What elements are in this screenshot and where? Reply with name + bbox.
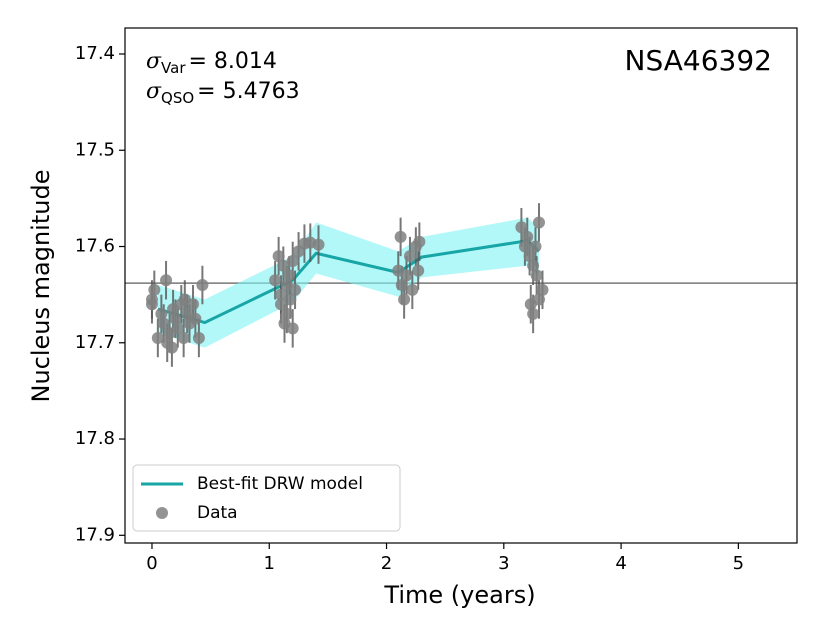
data-point	[286, 254, 299, 267]
x-axis-label: Time (years)	[383, 581, 535, 609]
annotation-subscript: QSO	[161, 89, 194, 107]
y-tick-label: 17.4	[75, 43, 115, 64]
chart-title: NSA46392	[625, 44, 772, 77]
data-point	[413, 235, 426, 248]
data-point	[169, 312, 182, 325]
annotation: σVar = 8.014	[146, 49, 277, 77]
data-point	[532, 216, 545, 229]
y-tick-label: 17.5	[75, 139, 115, 160]
data-point	[165, 341, 178, 354]
y-tick-label: 17.8	[75, 428, 115, 449]
data-point	[192, 331, 205, 344]
data-point	[274, 298, 287, 311]
data-point	[403, 250, 416, 263]
data-point	[274, 288, 287, 301]
y-tick-label: 17.9	[75, 524, 115, 545]
plot-frame	[124, 27, 798, 544]
x-tick-label: 2	[381, 553, 392, 574]
y-tick-label: 17.7	[75, 332, 115, 353]
data-point	[527, 307, 540, 320]
data-point	[284, 293, 297, 306]
data-point	[536, 283, 549, 296]
data-point	[530, 269, 543, 282]
data-point	[269, 274, 282, 287]
annotation-text: = 8.014	[189, 49, 277, 74]
x-tick-label: 4	[615, 553, 626, 574]
data-point	[400, 269, 413, 282]
data-point	[394, 230, 407, 243]
data-point	[523, 250, 536, 263]
data-point	[280, 307, 293, 320]
data-point	[532, 293, 545, 306]
annotation: σQSO = 5.4763	[146, 79, 300, 107]
x-tick-label: 3	[498, 553, 509, 574]
data-point	[398, 293, 411, 306]
x-tick-label: 0	[146, 553, 157, 574]
data-point	[155, 307, 168, 320]
data-point	[189, 312, 202, 325]
data-point	[160, 274, 173, 287]
legend-label: Data	[197, 503, 238, 523]
annotation-symbol: σ	[146, 79, 162, 104]
y-tick-label: 17.6	[75, 236, 115, 257]
annotation-subscript: Var	[161, 59, 186, 77]
legend-box	[132, 464, 401, 532]
data-point	[145, 298, 158, 311]
data-point	[148, 283, 161, 296]
data-point	[406, 283, 419, 296]
data-point	[412, 264, 425, 277]
annotation-text: = 5.4763	[197, 79, 299, 104]
data-point	[187, 298, 200, 311]
data-point	[171, 322, 184, 335]
data-point	[529, 240, 542, 253]
x-tick-label: 5	[733, 553, 744, 574]
data-point	[312, 238, 325, 251]
data-point	[151, 331, 164, 344]
y-axis-label: Nucleus magnitude	[27, 170, 55, 403]
data-point	[272, 250, 285, 263]
data-point	[289, 283, 302, 296]
data-point	[177, 331, 190, 344]
annotation-symbol: σ	[146, 49, 162, 74]
legend-label: Best-fit DRW model	[197, 474, 363, 494]
data-point	[286, 322, 299, 335]
data-point	[277, 259, 290, 272]
x-tick-label: 1	[264, 553, 275, 574]
data-point	[395, 279, 408, 292]
data-point	[515, 221, 528, 234]
data-point	[283, 269, 296, 282]
data-point	[518, 240, 531, 253]
data-point	[521, 230, 534, 243]
data-point	[157, 317, 170, 330]
data-point	[196, 279, 209, 292]
model-line	[157, 239, 540, 325]
confidence-band	[157, 217, 539, 348]
legend-swatch	[156, 507, 168, 519]
data-point	[527, 259, 540, 272]
